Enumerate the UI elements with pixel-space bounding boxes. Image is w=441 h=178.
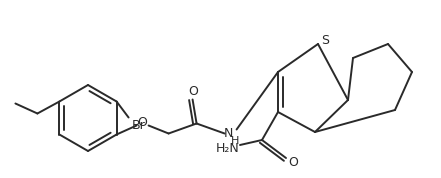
Text: H₂N: H₂N bbox=[216, 143, 240, 156]
Text: H: H bbox=[230, 135, 239, 145]
Text: O: O bbox=[288, 156, 298, 169]
Text: N: N bbox=[224, 127, 233, 140]
Text: S: S bbox=[321, 33, 329, 46]
Text: O: O bbox=[189, 85, 198, 98]
Text: O: O bbox=[138, 116, 148, 129]
Text: Br: Br bbox=[132, 119, 146, 132]
